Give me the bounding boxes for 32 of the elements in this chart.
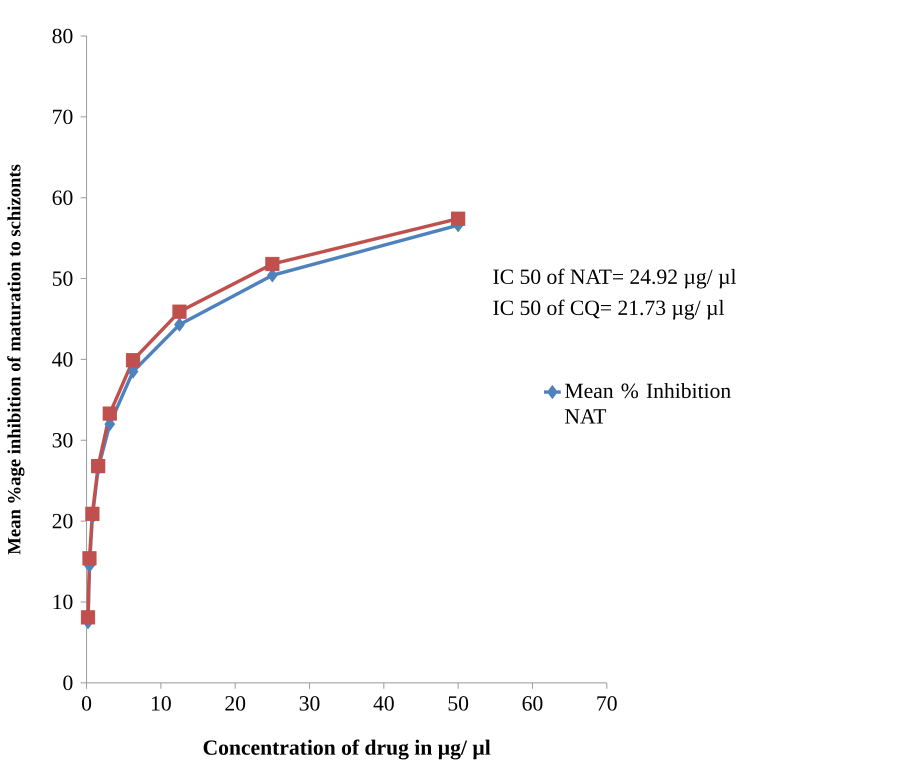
y-axis-title: Mean %age inhibition of maturation to schizonts <box>7 164 24 555</box>
x-tick-label: 40 <box>373 696 394 711</box>
annotation: IC 50 of CQ= 21.73 µg/ µl <box>493 300 724 320</box>
point <box>126 353 140 368</box>
x-axis-title: Concentration of drug in µg/ µl <box>204 740 490 760</box>
point <box>82 551 97 566</box>
point <box>174 318 185 332</box>
y-tick-label: 60 <box>52 190 72 206</box>
y-tick-label: 30 <box>52 433 72 448</box>
y-tick-label: 50 <box>52 271 72 286</box>
x-tick-label: 30 <box>300 696 320 711</box>
y-tick-label: 40 <box>52 352 72 367</box>
x-tick-label: 10 <box>152 696 171 711</box>
point <box>102 406 117 421</box>
point <box>91 459 106 474</box>
point <box>451 212 466 226</box>
x-tick-label: 60 <box>522 696 542 711</box>
y-tick-label: 80 <box>52 28 72 44</box>
y-tick-label: 10 <box>54 594 72 610</box>
y-tick-label: 70 <box>53 110 72 124</box>
x-tick-label: 0 <box>82 696 92 711</box>
point <box>265 257 280 272</box>
legend-label: Mean % Inhibition NAT <box>565 383 731 424</box>
annotation: IC 50 of NAT= 24.92 µg/ µl <box>493 268 736 289</box>
x-tick-label: 20 <box>225 696 246 711</box>
y-tick-label: 0 <box>63 676 72 690</box>
point <box>172 304 187 320</box>
x-tick-label: 70 <box>597 696 617 711</box>
point <box>85 506 100 522</box>
x-tick-label: 50 <box>448 696 468 711</box>
y-tick-label: 20 <box>52 514 72 529</box>
point <box>80 610 96 625</box>
